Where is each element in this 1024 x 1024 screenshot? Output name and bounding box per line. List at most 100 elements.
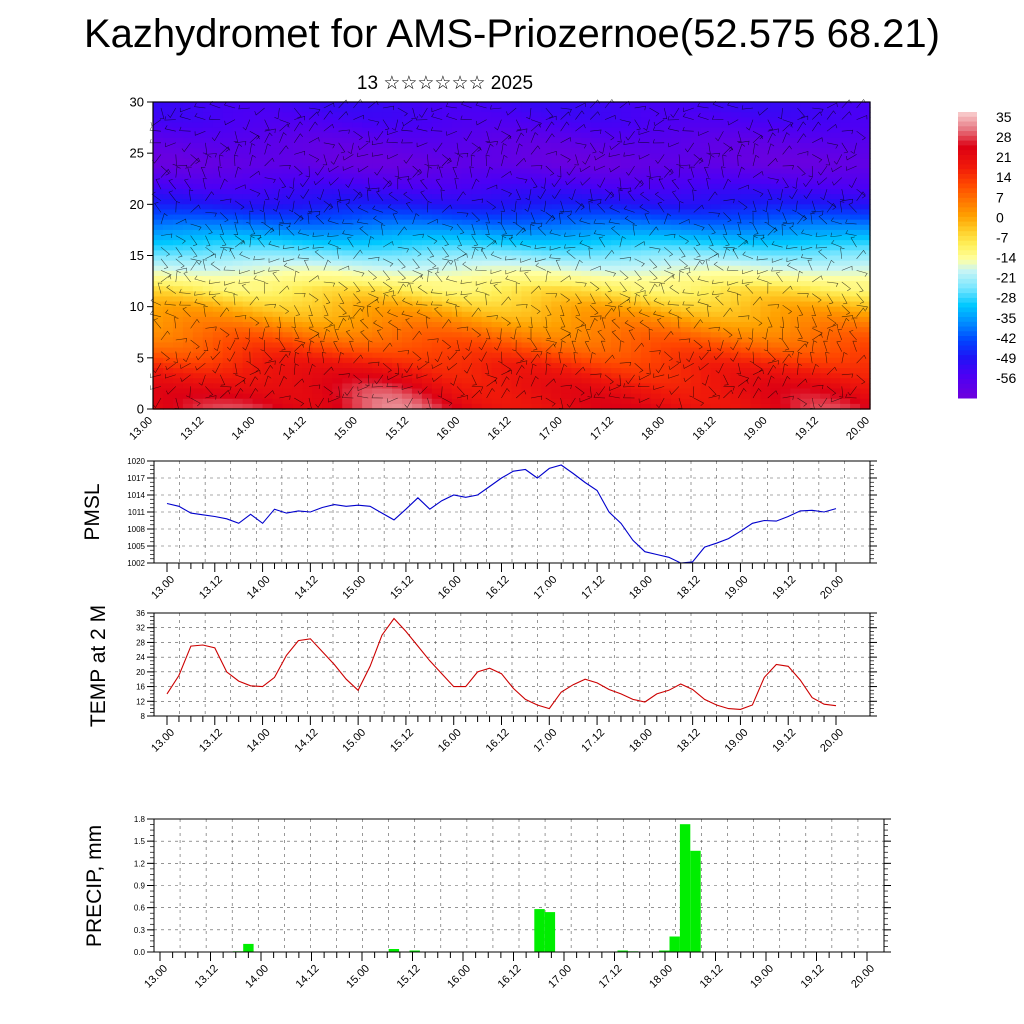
temperature-cell — [292, 393, 303, 400]
temperature-cell — [302, 393, 313, 400]
temperature-cell — [650, 107, 662, 113]
wind-barb — [268, 258, 280, 263]
temperature-cell — [710, 281, 722, 287]
temperature-cell — [282, 311, 294, 318]
temperature-cell — [591, 245, 602, 251]
temperature-cell — [162, 316, 174, 323]
temperature-cell — [481, 296, 493, 303]
temperature-cell — [830, 281, 841, 287]
temperature-cell — [501, 357, 513, 364]
temperature-cell — [750, 148, 762, 154]
temperature-cell — [352, 275, 363, 282]
temperature-cell — [740, 393, 752, 400]
wind-barb — [559, 200, 565, 212]
wind-barb — [366, 189, 372, 201]
temperature-cell — [401, 209, 413, 216]
temperature-cell — [352, 148, 363, 154]
temperature-cell — [162, 347, 174, 354]
temperature-cell — [740, 127, 752, 134]
temperature-cell — [182, 158, 194, 164]
wind-barb — [264, 227, 275, 236]
temperature-cell — [680, 383, 692, 390]
temperature-cell — [392, 214, 403, 221]
temperature-cell — [621, 188, 632, 195]
temperature-cell — [840, 373, 851, 379]
temperature-cell — [631, 337, 642, 344]
wind-barb — [486, 184, 498, 190]
temperature-cell — [521, 245, 533, 251]
temperature-cell — [451, 403, 463, 410]
temperature-cell — [471, 362, 483, 369]
temperature-cell — [292, 127, 303, 134]
wind-barb — [338, 111, 349, 120]
temperature-cell — [372, 403, 383, 410]
temperature-cell — [272, 214, 284, 221]
temperature-cell — [561, 240, 572, 246]
temperature-cell — [362, 352, 373, 359]
wind-barb — [249, 143, 256, 155]
temperature-cell — [601, 240, 612, 246]
wind-barb — [501, 235, 507, 248]
temperature-cell — [571, 137, 582, 144]
temperature-cell — [820, 107, 831, 113]
temperature-cell — [421, 235, 433, 241]
temperature-cell — [372, 137, 383, 144]
temperature-cell — [222, 347, 234, 354]
temperature-cell — [441, 188, 453, 195]
temperature-cell — [611, 373, 622, 379]
temperature-cell — [860, 286, 871, 292]
wind-barb — [194, 130, 206, 136]
temperature-cell — [830, 219, 841, 226]
temperature-cell — [232, 245, 244, 251]
wind-barb — [471, 235, 479, 247]
temperature-cell — [192, 388, 204, 395]
temperature-cell — [800, 102, 811, 108]
temperature-cell — [342, 398, 353, 405]
temperature-cell — [571, 102, 582, 108]
temperature-cell — [471, 342, 483, 349]
wind-barb — [678, 218, 690, 225]
wind-barb — [264, 143, 271, 155]
wind-barb — [371, 152, 384, 157]
temperature-cell — [670, 281, 682, 287]
temperature-cell — [650, 178, 662, 185]
temperature-cell — [401, 214, 413, 221]
temperature-cell — [471, 352, 483, 359]
temperature-cell — [640, 178, 652, 185]
temperature-cell — [411, 137, 423, 144]
temperature-cell — [292, 265, 303, 272]
temperature-cell — [611, 235, 622, 241]
temperature-cell — [162, 209, 174, 216]
temperature-cell — [312, 316, 323, 323]
temperature-cell — [511, 281, 523, 287]
temperature-cell — [172, 168, 184, 175]
temperature-cell — [760, 224, 772, 231]
temperature-cell — [441, 327, 453, 333]
temperature-cell — [621, 158, 632, 164]
wind-barb — [234, 240, 246, 248]
temperature-cell — [232, 362, 244, 369]
temperature-cell — [162, 214, 174, 221]
temperature-cell — [461, 403, 473, 410]
temperature-cell — [710, 388, 722, 395]
temperature-cell — [780, 398, 791, 405]
temperature-cell — [511, 255, 523, 262]
temperature-cell — [810, 158, 821, 164]
temperature-cell — [541, 332, 552, 338]
temperature-cell — [700, 362, 712, 369]
temperature-cell — [202, 270, 214, 277]
temperature-cell — [511, 163, 523, 170]
temperature-cell — [710, 209, 722, 216]
temperature-cell — [232, 199, 244, 205]
wind-barb — [159, 107, 165, 119]
temperature-cell — [262, 322, 274, 328]
temperature-cell — [501, 240, 513, 246]
wind-barb — [627, 190, 635, 201]
temperature-cell — [591, 153, 602, 159]
temperature-cell — [760, 194, 772, 200]
wind-barb — [264, 119, 270, 131]
temperature-cell — [461, 204, 473, 211]
temperature-cell — [621, 250, 632, 257]
temperature-cell — [212, 352, 224, 359]
temperature-cell — [242, 194, 254, 200]
